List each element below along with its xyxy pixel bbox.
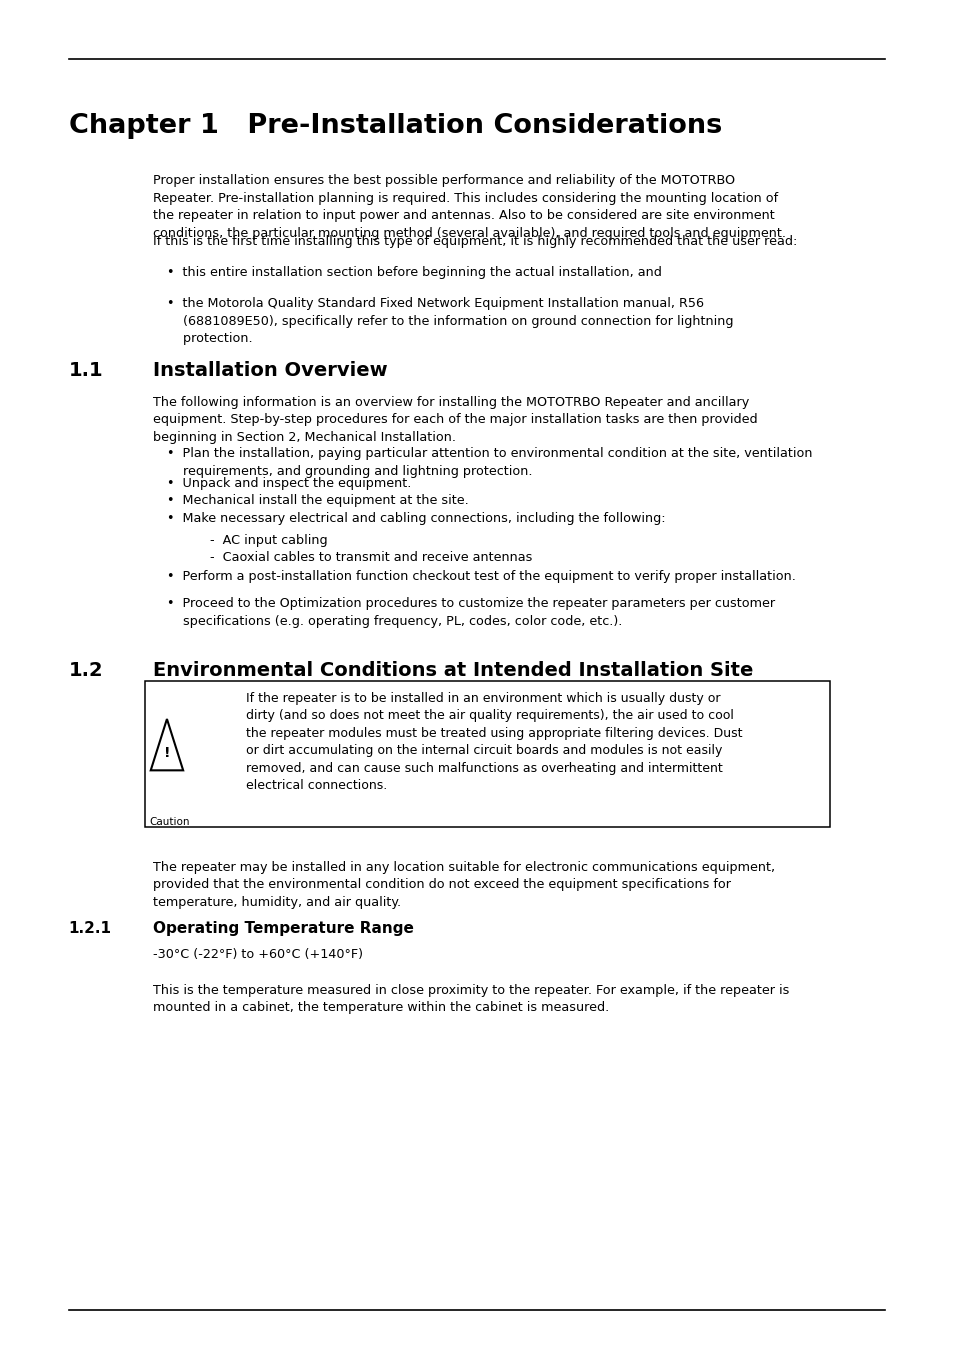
Text: Installation Overview: Installation Overview — [152, 361, 387, 380]
Text: •  Proceed to the Optimization procedures to customize the repeater parameters p: • Proceed to the Optimization procedures… — [167, 597, 774, 628]
Text: •  Perform a post-installation function checkout test of the equipment to verify: • Perform a post-installation function c… — [167, 570, 795, 584]
Text: •  Plan the installation, paying particular attention to environmental condition: • Plan the installation, paying particul… — [167, 447, 812, 478]
Text: 1.2: 1.2 — [69, 661, 103, 680]
Text: The following information is an overview for installing the MOTOTRBO Repeater an: The following information is an overview… — [152, 396, 757, 444]
Text: 1.2.1: 1.2.1 — [69, 921, 112, 936]
Text: •  Make necessary electrical and cabling connections, including the following:: • Make necessary electrical and cabling … — [167, 512, 665, 526]
Text: •  Mechanical install the equipment at the site.: • Mechanical install the equipment at th… — [167, 494, 468, 508]
Text: !: ! — [164, 746, 170, 759]
Text: This is the temperature measured in close proximity to the repeater. For example: This is the temperature measured in clos… — [152, 984, 788, 1015]
Text: -30°C (-22°F) to +60°C (+140°F): -30°C (-22°F) to +60°C (+140°F) — [152, 948, 362, 962]
Text: The repeater may be installed in any location suitable for electronic communicat: The repeater may be installed in any loc… — [152, 861, 774, 909]
Text: Environmental Conditions at Intended Installation Site: Environmental Conditions at Intended Ins… — [152, 661, 752, 680]
Text: If the repeater is to be installed in an environment which is usually dusty or
d: If the repeater is to be installed in an… — [246, 692, 741, 792]
FancyBboxPatch shape — [145, 681, 829, 827]
Text: -  Caoxial cables to transmit and receive antennas: - Caoxial cables to transmit and receive… — [210, 551, 532, 565]
Text: Chapter 1   Pre-Installation Considerations: Chapter 1 Pre-Installation Consideration… — [69, 113, 721, 139]
Text: •  Unpack and inspect the equipment.: • Unpack and inspect the equipment. — [167, 477, 411, 490]
Text: Caution: Caution — [150, 817, 190, 827]
Text: Proper installation ensures the best possible performance and reliability of the: Proper installation ensures the best pos… — [152, 174, 785, 239]
Text: •  this entire installation section before beginning the actual installation, an: • this entire installation section befor… — [167, 266, 661, 280]
Text: If this is the first time installing this type of equipment, it is highly recomm: If this is the first time installing thi… — [152, 235, 796, 249]
Text: -  AC input cabling: - AC input cabling — [210, 534, 327, 547]
Text: 1.1: 1.1 — [69, 361, 103, 380]
Text: Operating Temperature Range: Operating Temperature Range — [152, 921, 413, 936]
Text: •  the Motorola Quality Standard Fixed Network Equipment Installation manual, R5: • the Motorola Quality Standard Fixed Ne… — [167, 297, 733, 346]
